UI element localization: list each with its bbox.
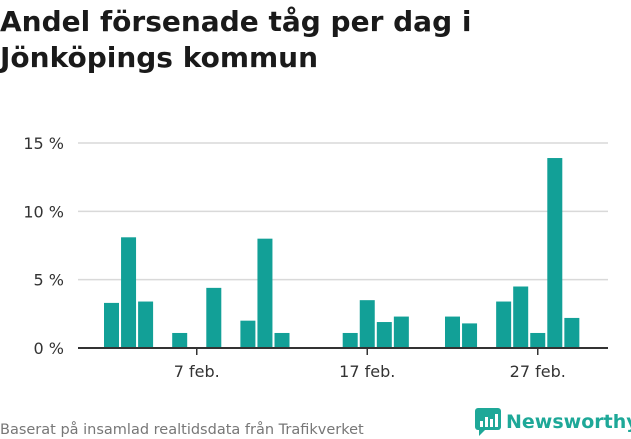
chart-title: Andel försenade tåg per dag i Jönköpings… bbox=[0, 5, 472, 74]
gridlines bbox=[78, 142, 608, 281]
y-tick-label: 15 % bbox=[23, 134, 64, 153]
bar bbox=[445, 316, 460, 348]
bar bbox=[530, 332, 546, 348]
source-note: Baserat på insamlad realtidsdata från Tr… bbox=[0, 422, 364, 438]
bar bbox=[462, 323, 478, 348]
bar bbox=[564, 317, 580, 348]
y-tick-label: 0 % bbox=[34, 339, 64, 358]
y-tick-label: 10 % bbox=[23, 202, 64, 221]
bar bbox=[138, 301, 154, 348]
bar bbox=[393, 316, 409, 348]
bar bbox=[121, 237, 137, 348]
bar bbox=[274, 332, 290, 348]
bar bbox=[496, 301, 512, 348]
bar bbox=[359, 300, 375, 348]
y-tick-label: 5 % bbox=[34, 271, 64, 290]
bar bbox=[547, 158, 563, 348]
bar bbox=[206, 287, 222, 348]
bar bbox=[172, 332, 188, 348]
bar bbox=[104, 302, 119, 348]
brand-logo: Newsworthy bbox=[475, 408, 631, 436]
bar bbox=[257, 238, 273, 348]
axes: 0 % 5 % 10 % 15 % 7 feb. 17 feb. 27 feb. bbox=[23, 134, 608, 381]
x-tick-label: 27 feb. bbox=[510, 362, 566, 381]
bar bbox=[513, 286, 529, 348]
newsworthy-logo-icon bbox=[475, 408, 501, 436]
bar bbox=[240, 320, 256, 348]
bar bbox=[342, 332, 358, 348]
bars bbox=[104, 158, 580, 348]
x-tick-label: 17 feb. bbox=[339, 362, 395, 381]
brand-name: Newsworthy bbox=[506, 411, 631, 433]
x-tick-label: 7 feb. bbox=[174, 362, 220, 381]
bar bbox=[376, 322, 392, 348]
